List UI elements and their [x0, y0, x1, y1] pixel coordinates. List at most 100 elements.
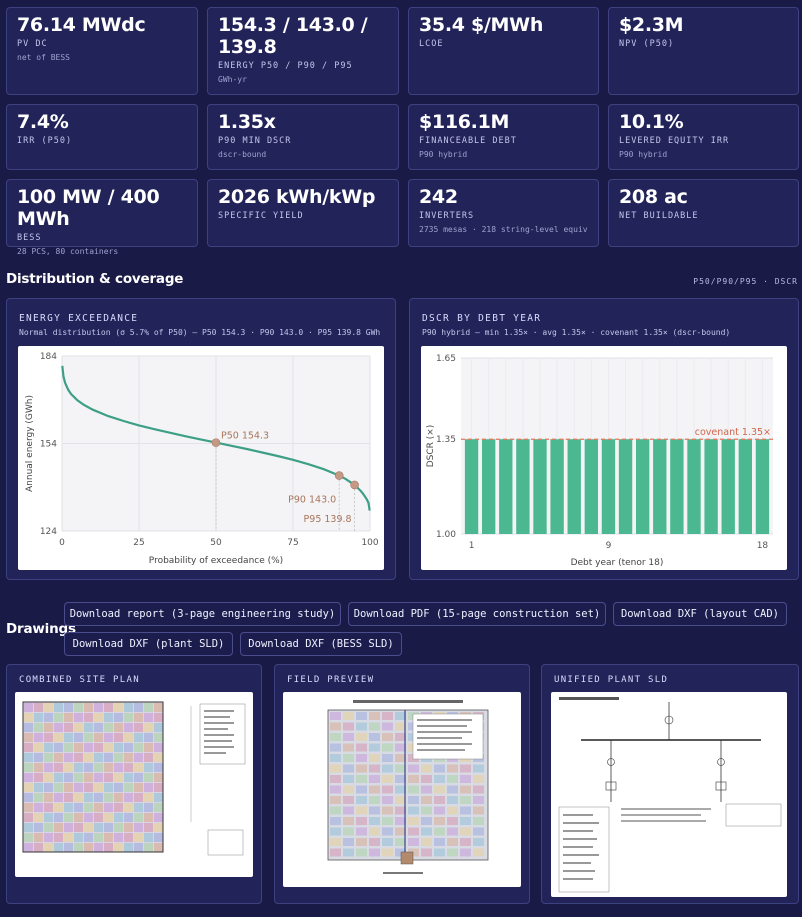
kpi-label: ENERGY P50 / P90 / P95	[218, 61, 353, 71]
site-plan-thumbnail[interactable]	[15, 692, 253, 877]
kpi-value: $116.1M	[419, 111, 510, 133]
plant-sld-thumbnail[interactable]	[551, 692, 787, 897]
percentile-marker	[350, 480, 359, 490]
x-tick-label: 18	[757, 541, 769, 551]
dscr-bar	[653, 439, 667, 534]
section-title-drawings: Drawings	[6, 621, 76, 637]
dscr-bar	[567, 439, 581, 534]
x-axis-label: Debt year (tenor 18)	[571, 558, 664, 568]
y-tick-label: 124	[40, 527, 57, 537]
kpi-card: 35.4 $/MWh LCOE	[408, 7, 599, 95]
kpi-card: 2026 kWh/kWp SPECIFIC YIELD	[207, 179, 399, 247]
dscr-bar	[533, 439, 547, 534]
section-title-distribution: Distribution & coverage	[6, 271, 184, 287]
dscr-bar	[618, 439, 633, 534]
exceedance-chart-area: 0 25 50 75 100 124 154 184 Probability of exceed…	[18, 346, 384, 570]
download-dxf-bess-sld-button[interactable]: Download DXF (BESS SLD)	[240, 632, 402, 656]
kpi-label: PV DC	[17, 39, 48, 49]
field-preview-thumbnail[interactable]	[283, 692, 521, 887]
kpi-value: 1.35x	[218, 111, 276, 133]
y-tick-label: 1.35	[436, 435, 456, 445]
dscr-bar	[635, 439, 650, 534]
download-dxf-plant-sld-button[interactable]: Download DXF (plant SLD)	[64, 632, 233, 656]
field-preview-card[interactable]: FIELD PREVIEW	[274, 664, 530, 904]
site-plan-title: COMBINED SITE PLAN	[19, 675, 140, 685]
y-axis-label: DSCR (×)	[426, 425, 436, 468]
kpi-value: 100 MW / 400 MWh	[17, 186, 160, 230]
percentile-label: P50 154.3	[221, 431, 269, 442]
dscr-bar	[584, 439, 599, 534]
dscr-bar	[516, 439, 530, 534]
y-tick-label: 1.65	[436, 354, 456, 364]
kpi-value: 242	[419, 186, 458, 208]
plant-sld-title: UNIFIED PLANT SLD	[554, 675, 669, 685]
kpi-card: $2.3M NPV (P50)	[608, 7, 799, 95]
dscr-subtitle: P90 hybrid — min 1.35× · avg 1.35× · cov…	[422, 328, 731, 337]
x-tick-label: 25	[133, 538, 144, 548]
kpi-card: 7.4% IRR (P50)	[6, 104, 198, 170]
dscr-bar	[738, 439, 753, 534]
kpi-sub: dscr-bound	[218, 150, 267, 159]
download-dxf-layout-button[interactable]: Download DXF (layout CAD)	[613, 602, 787, 626]
kpi-card: 10.1% LEVERED EQUITY IRR P90 hybrid	[608, 104, 799, 170]
dscr-bar	[601, 439, 616, 534]
field-preview-title: FIELD PREVIEW	[287, 675, 375, 685]
kpi-label: P90 MIN DSCR	[218, 136, 292, 146]
plot-background	[461, 358, 773, 534]
dscr-bar	[464, 439, 479, 534]
x-tick-label: 75	[287, 538, 298, 548]
percentile-label: P90 143.0	[288, 495, 336, 506]
dscr-chart-area: 1.00 1.35 1.65 covenant 1.35× 1 9 18 Debt year …	[421, 346, 787, 570]
field-preview-drawing-icon	[327, 700, 489, 874]
kpi-label: LCOE	[419, 39, 444, 49]
kpi-value: 2026 kWh/kWp	[218, 186, 376, 208]
percentile-marker	[211, 438, 221, 447]
kpi-card: 208 ac NET BUILDABLE	[608, 179, 799, 247]
kpi-value: 35.4 $/MWh	[419, 14, 544, 36]
percentile-marker	[334, 471, 344, 480]
dscr-title: DSCR BY DEBT YEAR	[422, 313, 542, 324]
x-tick-label: 1	[469, 541, 475, 551]
download-pdf-button[interactable]: Download PDF (15-page construction set)	[348, 602, 606, 626]
kpi-card: 154.3 / 143.0 / 139.8 ENERGY P50 / P90 / …	[207, 7, 399, 95]
y-axis-label: Annual energy (GWh)	[25, 395, 35, 492]
dscr-bar	[481, 439, 496, 534]
kpi-card: $116.1M FINANCEABLE DEBT P90 hybrid	[408, 104, 599, 170]
kpi-label: NET BUILDABLE	[619, 211, 699, 221]
dscr-bar	[721, 439, 735, 534]
kpi-label: BESS	[17, 233, 42, 243]
kpi-card: 242 INVERTERS 2735 mesas · 218 string-leve…	[408, 179, 599, 247]
x-tick-label: 9	[606, 541, 612, 551]
dscr-bar	[499, 439, 513, 534]
dscr-bar	[704, 439, 718, 534]
kpi-label: NPV (P50)	[619, 39, 675, 49]
dscr-panel: DSCR BY DEBT YEAR P90 hybrid — min 1.35×…	[409, 298, 799, 580]
kpi-card: 76.14 MWdc PV DC net of BESS	[6, 7, 198, 95]
exceedance-title: ENERGY EXCEEDANCE	[19, 313, 139, 324]
y-tick-label: 1.00	[436, 530, 456, 540]
kpi-sub: P90 hybrid	[419, 150, 468, 159]
dscr-bar	[687, 439, 701, 534]
kpi-value: 76.14 MWdc	[17, 14, 146, 36]
kpi-sub: 2735 mesas · 218 string-level equiv	[419, 225, 588, 234]
download-report-button[interactable]: Download report (3-page engineering stud…	[64, 602, 341, 626]
plant-sld-card[interactable]: UNIFIED PLANT SLD	[541, 664, 799, 904]
kpi-sub: 28 PCS, 80 containers	[17, 247, 119, 256]
covenant-label: covenant 1.35×	[695, 427, 771, 438]
kpi-sub: net of BESS	[17, 53, 70, 62]
kpi-label: IRR (P50)	[17, 136, 73, 146]
kpi-sub: P90 hybrid	[619, 150, 668, 159]
site-plan-drawing-icon	[22, 701, 246, 856]
percentile-label: P95 139.8	[304, 514, 352, 525]
kpi-value: $2.3M	[619, 14, 684, 36]
dscr-chart: 1.00 1.35 1.65 covenant 1.35× 1 9 18 Debt year …	[426, 354, 773, 568]
kpi-label: FINANCEABLE DEBT	[419, 136, 517, 146]
x-tick-label: 0	[59, 538, 65, 548]
kpi-label: SPECIFIC YIELD	[218, 211, 304, 221]
x-tick-label: 50	[210, 538, 222, 548]
y-tick-label: 154	[40, 440, 57, 450]
plant-sld-drawing-icon	[558, 697, 782, 893]
site-plan-card[interactable]: COMBINED SITE PLAN	[6, 664, 262, 904]
kpi-card: 100 MW / 400 MWh BESS 28 PCS, 80 container…	[6, 179, 198, 256]
exceedance-panel: ENERGY EXCEEDANCE Normal distribution (σ…	[6, 298, 396, 580]
